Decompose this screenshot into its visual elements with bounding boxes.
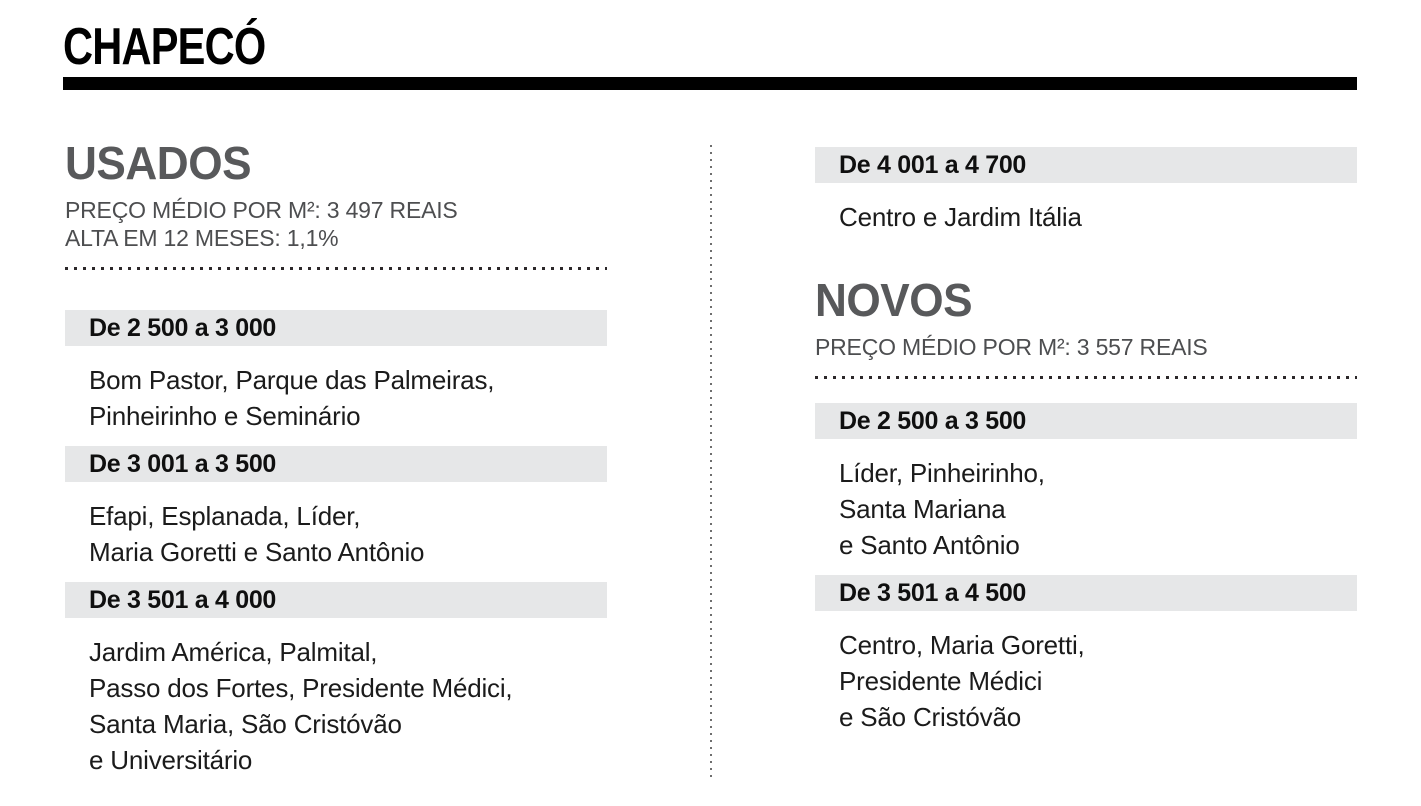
price-band-label: De 3 501 a 4 000	[89, 585, 277, 614]
neighborhood-list: Centro e Jardim Itália	[815, 199, 1357, 235]
neighborhood-list: Jardim América, Palmital, Passo dos Fort…	[65, 634, 607, 778]
price-band-label: De 3 001 a 3 500	[89, 449, 277, 478]
neighborhood-list: Líder, Pinheirinho, Santa Mariana e Sant…	[815, 455, 1357, 563]
neighborhood-line: Presidente Médici	[839, 666, 1043, 696]
price-band: De 3 501 a 4 500	[815, 575, 1357, 611]
price-band: De 2 500 a 3 000	[65, 310, 607, 346]
price-band: De 2 500 a 3 500	[815, 403, 1357, 439]
novos-heading: NOVOS	[815, 274, 973, 326]
usados-heading: USADOS	[65, 137, 252, 189]
neighborhood-line: Jardim América, Palmital,	[89, 637, 378, 667]
neighborhood-line: e Santo Antônio	[839, 530, 1020, 560]
usados-subtitle: PREÇO MÉDIO POR M²: 3 497 REAIS ALTA EM …	[65, 196, 607, 252]
price-band-label: De 3 501 a 4 500	[839, 578, 1027, 607]
neighborhood-line: Líder, Pinheirinho,	[839, 458, 1045, 488]
usados-price-line: PREÇO MÉDIO POR M²: 3 497 REAIS	[65, 197, 458, 223]
neighborhood-line: Passo dos Fortes, Presidente Médici,	[89, 673, 513, 703]
column-divider	[710, 145, 712, 778]
page-title: CHAPECÓ	[63, 18, 266, 76]
price-band-label: De 4 001 a 4 700	[839, 150, 1027, 179]
neighborhood-list: Centro, Maria Goretti, Presidente Médici…	[815, 627, 1357, 735]
neighborhood-list: Bom Pastor, Parque das Palmeiras, Pinhei…	[65, 362, 607, 434]
title-rule	[63, 77, 1357, 90]
price-band-label: De 2 500 a 3 500	[839, 406, 1027, 435]
neighborhood-line: e São Cristóvão	[839, 702, 1021, 732]
neighborhood-line: Santa Mariana	[839, 494, 1006, 524]
price-band-label: De 2 500 a 3 000	[89, 313, 277, 342]
neighborhood-list: Efapi, Esplanada, Líder, Maria Goretti e…	[65, 498, 607, 570]
neighborhood-line: Maria Goretti e Santo Antônio	[89, 537, 425, 567]
neighborhood-line: Efapi, Esplanada, Líder,	[89, 501, 361, 531]
novos-price-line: PREÇO MÉDIO POR M²: 3 557 REAIS	[815, 334, 1208, 360]
usados-change-line: ALTA EM 12 MESES: 1,1%	[65, 225, 339, 251]
left-column: USADOS PREÇO MÉDIO POR M²: 3 497 REAIS A…	[65, 140, 607, 778]
neighborhood-line: e Universitário	[89, 745, 253, 775]
usados-dotted-rule	[65, 267, 607, 270]
novos-dotted-rule	[815, 376, 1357, 379]
novos-subtitle: PREÇO MÉDIO POR M²: 3 557 REAIS	[815, 333, 1357, 361]
right-column: De 4 001 a 4 700 Centro e Jardim Itália …	[815, 147, 1357, 735]
neighborhood-line: Centro e Jardim Itália	[839, 202, 1082, 232]
price-band: De 3 501 a 4 000	[65, 582, 607, 618]
price-band: De 4 001 a 4 700	[815, 147, 1357, 183]
neighborhood-line: Centro, Maria Goretti,	[839, 630, 1085, 660]
neighborhood-line: Santa Maria, São Cristóvão	[89, 709, 402, 739]
neighborhood-line: Bom Pastor, Parque das Palmeiras,	[89, 365, 495, 395]
price-band: De 3 001 a 3 500	[65, 446, 607, 482]
neighborhood-line: Pinheirinho e Seminário	[89, 401, 361, 431]
